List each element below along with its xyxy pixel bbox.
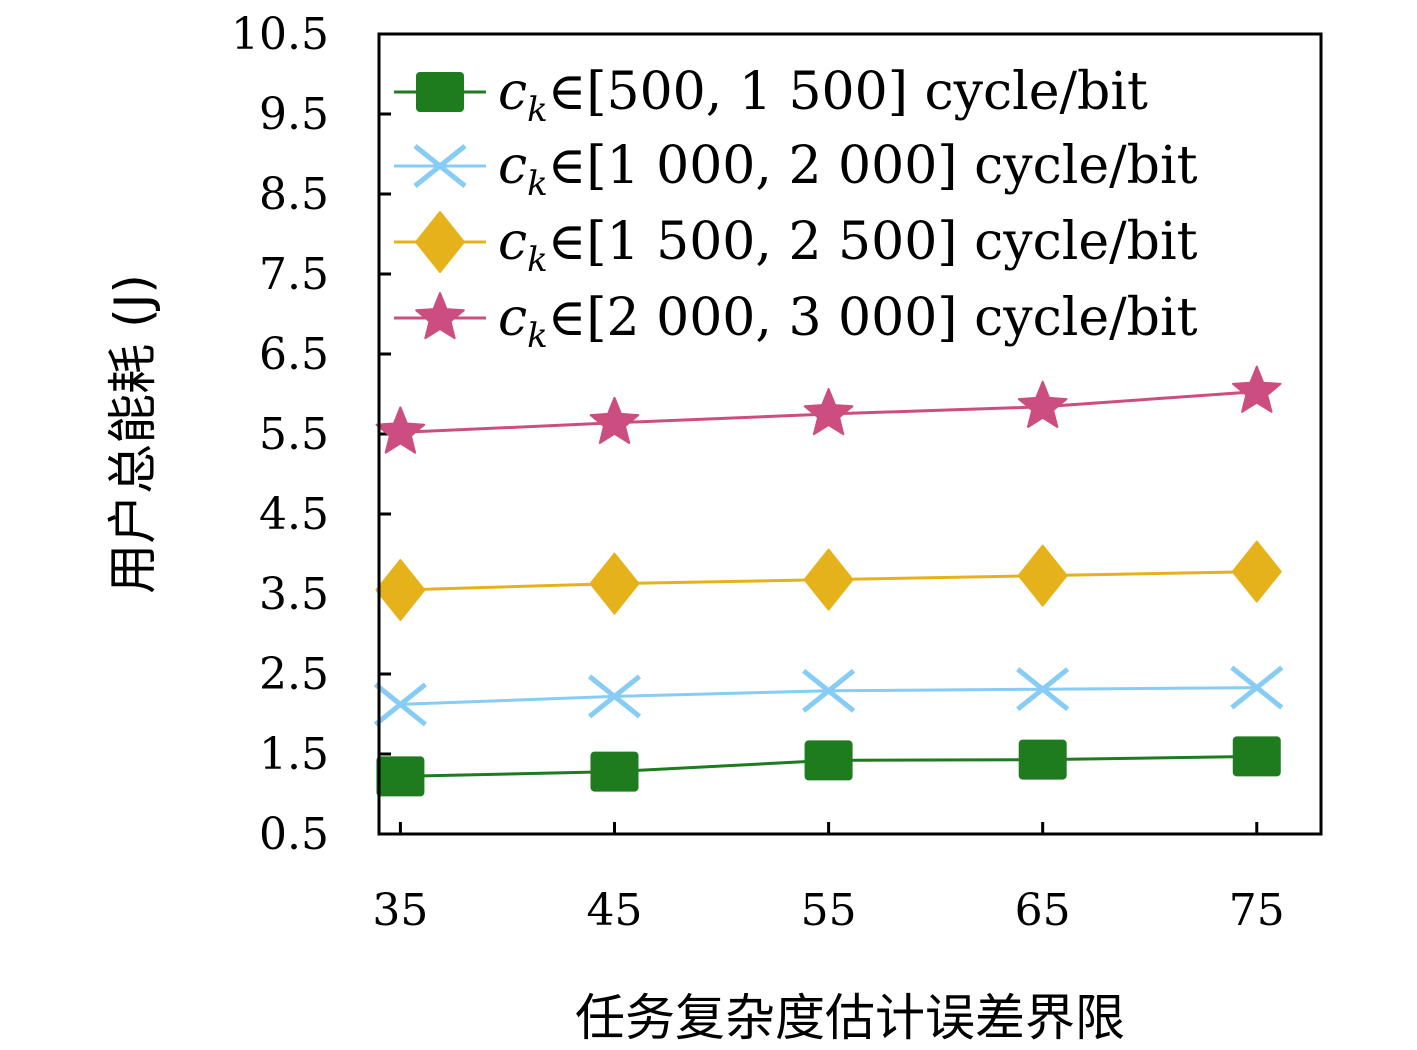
legend-item-1: ck∈[1 000, 2 000] cycle/bit [394,136,1198,204]
x-tick-label: 35 [372,885,428,936]
series-0-point [804,740,853,781]
series-1-point [587,674,642,719]
legend-label: ck∈[2 000, 3 000] cycle/bit [498,288,1198,356]
series-2-point [1231,540,1282,603]
legend-swatch-marker [413,144,467,188]
series-0-point [1018,739,1067,780]
series-2-point [1017,544,1068,607]
legend-label: ck∈[500, 1 500] cycle/bit [498,62,1148,130]
y-tick-label: 10.5 [231,9,329,60]
x-tick-label: 65 [1015,885,1071,936]
legend-range: ∈[1 000, 2 000] cycle/bit [548,136,1198,196]
legend-range: ∈[2 000, 3 000] cycle/bit [548,288,1198,348]
series-1-point [373,682,427,727]
y-tick-label: 4.5 [259,489,329,540]
legend-var: c [498,212,527,272]
y-ticks-group: 0.5 1.5 2.5 3.5 4.5 5.5 6.5 7.5 8.5 9.5 10.5 [231,9,391,860]
y-tick-label: 8.5 [259,169,329,220]
legend-swatch-marker [416,72,464,112]
legend-subscript: k [527,240,548,280]
series-2-point [375,559,426,621]
series-3-point [589,396,640,444]
series-group [373,365,1284,797]
y-tick-label: 5.5 [259,409,329,460]
legend-var: c [498,288,527,348]
x-ticks-group: 35 45 55 65 75 [372,822,1285,936]
series-0-point [590,751,639,792]
legend-range: ∈[500, 1 500] cycle/bit [548,62,1148,122]
plot-frame [377,32,1323,836]
y-axis-title: 用户总能耗 (J) [104,274,162,594]
y-tick-label: 7.5 [259,249,329,300]
y-tick-label: 6.5 [259,329,329,380]
legend-item-2: ck∈[1 500, 2 500] cycle/bit [394,211,1198,280]
legend-label: ck∈[1 000, 2 000] cycle/bit [498,136,1198,204]
y-tick-label: 0.5 [259,809,329,860]
y-tick-label: 2.5 [259,649,329,700]
series-3-point [1017,380,1068,428]
y-tick-label: 3.5 [259,569,329,620]
legend-var: c [498,62,527,122]
series-2-point [803,548,854,611]
legend-var: c [498,136,527,196]
series-1-point [802,668,856,713]
legend-item-0: ck∈[500, 1 500] cycle/bit [394,62,1148,130]
legend-subscript: k [527,164,548,204]
y-tick-label: 1.5 [259,729,329,780]
series-3-point [803,388,854,436]
series-2-point [589,552,640,615]
series-3-point [1232,365,1282,413]
legend-label: ck∈[1 500, 2 500] cycle/bit [498,212,1198,280]
legend-subscript: k [527,316,548,356]
x-tick-label: 45 [587,885,643,936]
series-0-point [376,756,425,797]
x-tick-label: 55 [801,885,857,936]
x-tick-label: 75 [1229,885,1285,936]
x-axis-title: 任务复杂度估计误差界限 [575,989,1125,1047]
legend-swatch-marker [415,292,465,340]
legend-swatch-marker [415,211,465,273]
series-1-point [1230,665,1284,710]
series-3-point [375,406,426,454]
legend-subscript: k [527,90,548,130]
series-1-point [1016,667,1070,712]
legend-range: ∈[1 500, 2 500] cycle/bit [548,212,1198,272]
legend-item-3: ck∈[2 000, 3 000] cycle/bit [394,288,1198,356]
series-0-point [1232,736,1281,777]
y-tick-label: 9.5 [259,89,329,140]
